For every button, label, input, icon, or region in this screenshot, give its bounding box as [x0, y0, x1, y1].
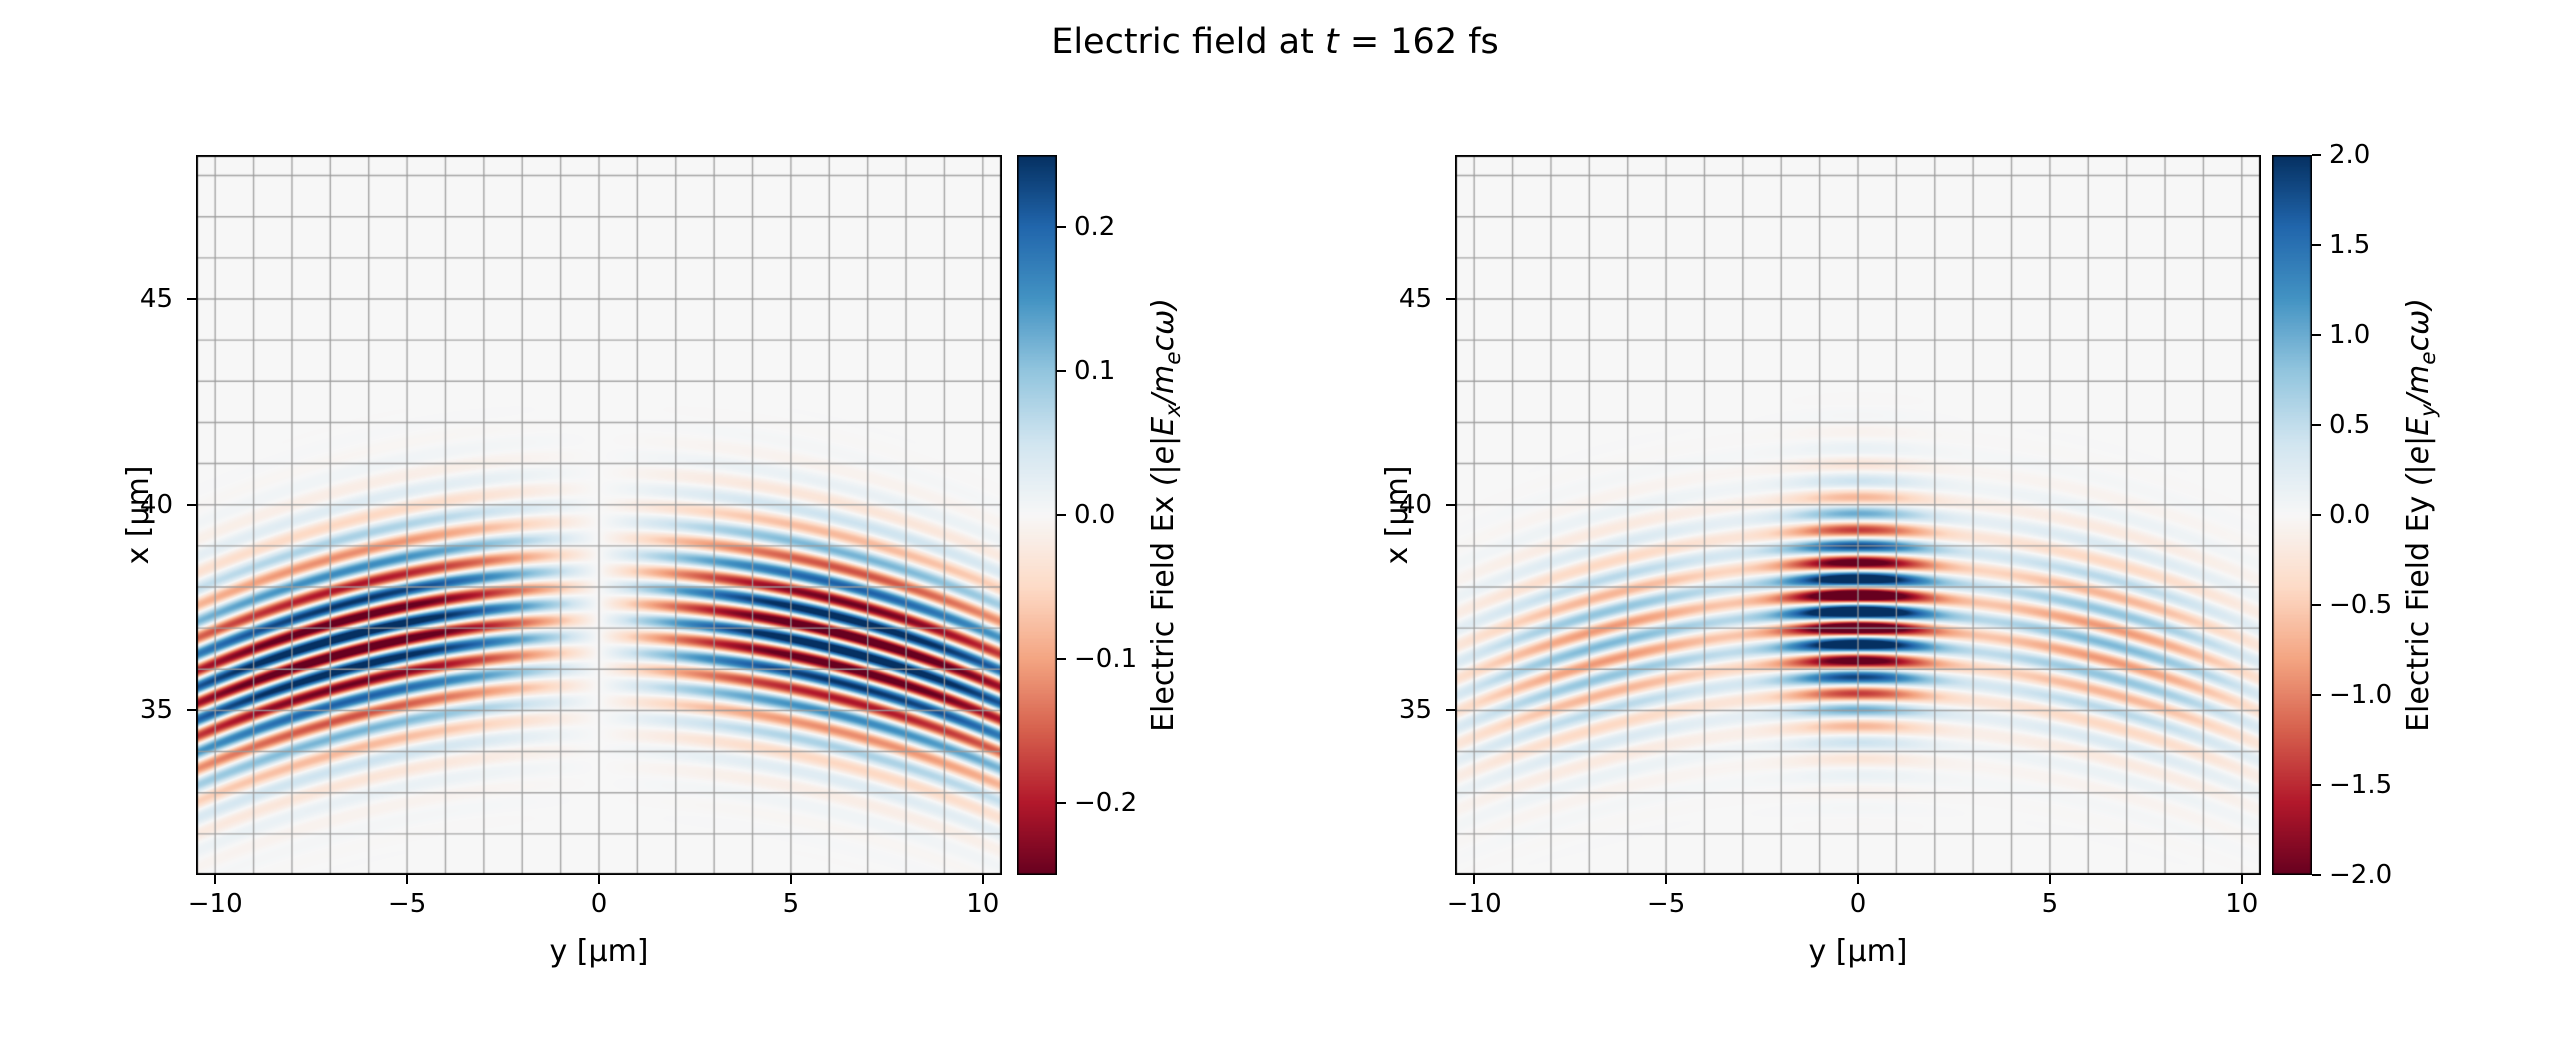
tick-mark — [187, 503, 196, 506]
tick-mark — [2312, 334, 2321, 336]
figure-title: Electric field at t = 162 fs — [0, 22, 2550, 62]
tick-mark — [2312, 874, 2321, 876]
tick-label: 10 — [2225, 889, 2259, 919]
tick-label: −0.1 — [1074, 644, 1138, 674]
tick-label: −10 — [1446, 889, 1502, 919]
tick-mark — [187, 298, 196, 300]
tick-mark — [2312, 694, 2321, 696]
tick-mark — [1857, 875, 1859, 884]
tick-label: 35 — [1398, 695, 1432, 726]
tick-label: 45 — [1398, 284, 1432, 314]
colorbar-label-math: (|e|Ex/mecω) — [1146, 298, 1186, 487]
tick-label: 1.0 — [2329, 320, 2371, 350]
tick-label: 5 — [782, 889, 800, 919]
tick-label: 5 — [2041, 889, 2059, 919]
tick-mark — [1057, 370, 1066, 372]
tick-mark — [2240, 875, 2243, 884]
tick-mark — [2312, 154, 2321, 156]
tick-label: 35 — [139, 695, 173, 726]
tick-label: 0.1 — [1074, 356, 1116, 386]
tick-mark — [1446, 709, 1455, 712]
tick-label: 40 — [139, 489, 173, 520]
tick-label: 0 — [590, 889, 608, 919]
tick-label: 0.0 — [2329, 500, 2371, 530]
tick-label: −10 — [187, 889, 243, 919]
tick-mark — [214, 875, 217, 884]
tick-label: −0.2 — [1074, 788, 1138, 818]
tick-label: −5 — [1646, 889, 1686, 919]
tick-mark — [981, 875, 984, 884]
tick-label: 1.5 — [2329, 230, 2371, 260]
tick-label: 40 — [1398, 489, 1432, 520]
colorbar-ex-canvas — [1017, 155, 1057, 875]
tick-mark — [2312, 784, 2321, 786]
colorbar-ey-canvas — [2272, 155, 2312, 875]
tick-mark — [2048, 875, 2051, 884]
tick-label: 2.0 — [2329, 140, 2371, 170]
tick-label: −5 — [387, 889, 427, 919]
title-text-suffix: = 162 fs — [1338, 22, 1499, 62]
title-variable-t: t — [1324, 22, 1339, 62]
tick-label: 0.5 — [2329, 410, 2371, 440]
tick-mark — [1057, 658, 1066, 660]
tick-label: −0.5 — [2329, 590, 2393, 620]
tick-mark — [406, 875, 409, 884]
tick-mark — [1057, 802, 1066, 804]
tick-mark — [1665, 875, 1668, 884]
tick-label: 45 — [139, 284, 173, 314]
tick-label: 0.2 — [1074, 212, 1116, 242]
tick-mark — [1446, 298, 1455, 300]
tick-mark — [789, 875, 792, 884]
tick-mark — [1446, 503, 1455, 506]
xlabel-ey: y [μm] — [1808, 934, 1908, 969]
tick-label: 0 — [1849, 889, 1867, 919]
tick-mark — [187, 709, 196, 712]
tick-mark — [2312, 424, 2321, 426]
tick-label: 0.0 — [1074, 500, 1116, 530]
tick-mark — [1057, 226, 1066, 228]
tick-label: −2.0 — [2329, 860, 2393, 890]
tick-mark — [2312, 244, 2321, 246]
tick-mark — [2312, 514, 2321, 516]
tick-label: −1.5 — [2329, 770, 2393, 800]
heatmap-ex-canvas — [196, 155, 1002, 875]
title-text: Electric field at — [1051, 22, 1325, 62]
xlabel-ex: y [μm] — [549, 934, 649, 969]
tick-label: −1.0 — [2329, 680, 2393, 710]
tick-mark — [598, 875, 600, 884]
tick-mark — [2312, 604, 2321, 606]
tick-mark — [1057, 514, 1066, 516]
tick-mark — [1473, 875, 1476, 884]
tick-label: 10 — [966, 889, 1000, 919]
heatmap-ey-canvas — [1455, 155, 2261, 875]
